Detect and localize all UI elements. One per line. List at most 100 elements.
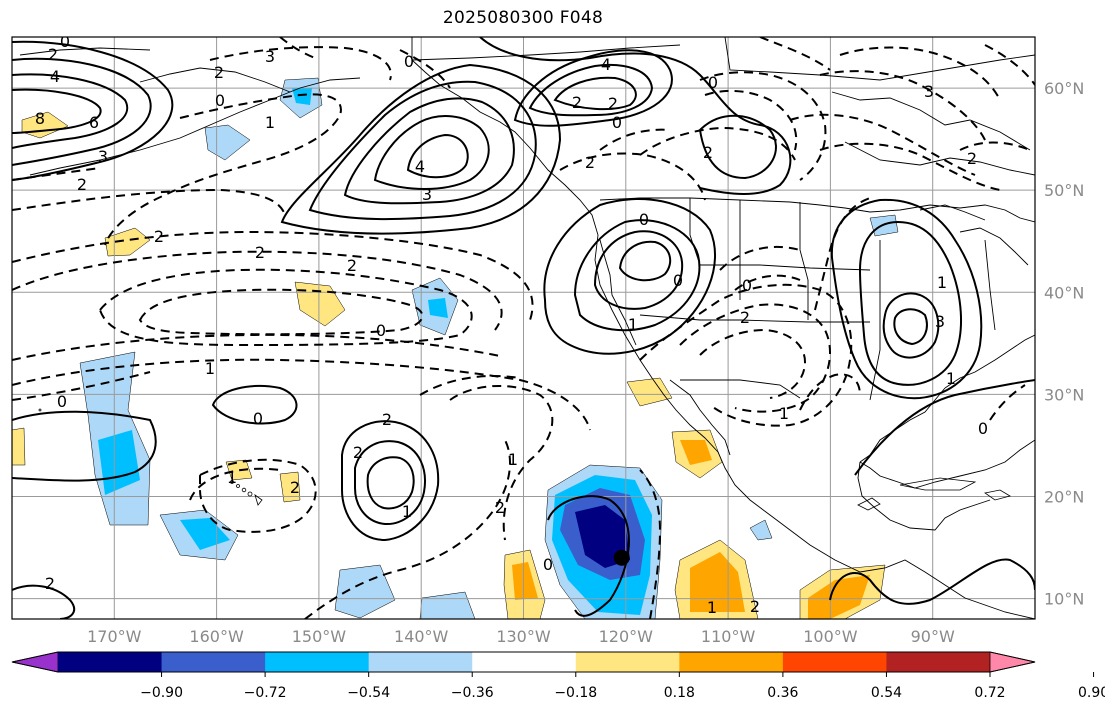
contour-label: 0 — [543, 555, 553, 574]
colorbar-extension-low — [11, 651, 59, 673]
latitude-tick-label: 50°N — [1044, 181, 1084, 200]
latitude-tick-label: 30°N — [1044, 385, 1084, 404]
colorbar-outline — [11, 651, 1036, 673]
contour-label: 2 — [382, 410, 392, 429]
contour-label: 0 — [673, 271, 683, 290]
contour-label: 4 — [601, 55, 611, 74]
contour-label: 0 — [404, 52, 414, 71]
positive-anomaly-area — [294, 281, 346, 327]
longitude-tick-label: 90°W — [911, 627, 955, 646]
contour-label: 3 — [265, 47, 275, 66]
contour-label: 0 — [215, 91, 225, 110]
contour-label: 1 — [937, 273, 947, 292]
latitude-tick-labels: 60°N 50°N 40°N 30°N 20°N 10°N — [1044, 79, 1084, 609]
contour-label: 2 — [585, 153, 595, 172]
contour-label: 2 — [353, 443, 363, 462]
contour-label: 2 — [750, 597, 760, 616]
contour-label: 1 — [628, 315, 638, 334]
contour-label: 1 — [205, 359, 215, 378]
colorbar-tick-label: −0.36 — [451, 685, 494, 701]
contour-label: 6 — [89, 113, 99, 132]
contour-label: 0 — [978, 419, 988, 438]
longitude-tick-label: 120°W — [599, 627, 654, 646]
contour-label: 2 — [608, 94, 618, 113]
contour-label: 2 — [77, 175, 87, 194]
longitude-tick-label: 170°W — [87, 627, 142, 646]
contour-label: 1 — [707, 598, 717, 617]
positive-anomaly-area — [680, 440, 712, 465]
contour-label: 0 — [742, 276, 752, 295]
positive-anomaly-area — [512, 562, 538, 600]
longitude-tick-label: 160°W — [189, 627, 244, 646]
contour-label: 3 — [935, 312, 945, 331]
location-marker — [613, 549, 630, 566]
contour-label: 1 — [402, 502, 412, 521]
colorbar-segment — [886, 652, 991, 672]
contour-label: 3 — [422, 185, 432, 204]
colorbar-tick-label: −0.72 — [244, 685, 287, 701]
colorbar-segment — [368, 652, 473, 672]
latitude-tick-label: 10°N — [1044, 590, 1084, 609]
colorbar-tick-label: 0.18 — [664, 685, 695, 701]
contour-label: 2 — [967, 149, 977, 168]
negative-anomaly-area — [204, 124, 251, 161]
graticule — [12, 37, 1035, 619]
contour-label: 2 — [740, 308, 750, 327]
contour-label: 3 — [98, 147, 108, 166]
contour-label: 1 — [508, 450, 518, 469]
colorbar-tick-label: −0.90 — [140, 685, 183, 701]
colorbar-segment — [782, 652, 887, 672]
latitude-tick-label: 20°N — [1044, 487, 1084, 506]
longitude-tick-label: 130°W — [496, 627, 551, 646]
colorbar-tick-label: 0.72 — [974, 685, 1005, 701]
colorbar-segment — [265, 652, 370, 672]
positive-anomaly-area — [808, 575, 870, 619]
latitude-tick-label: 40°N — [1044, 283, 1084, 302]
colorbar-extension-high — [989, 651, 1036, 673]
contour-label: 1 — [265, 113, 275, 132]
colorbar — [11, 651, 1036, 673]
shading-layer — [12, 77, 899, 619]
positive-anomaly-area — [626, 377, 673, 407]
contour-label: 2 — [154, 227, 164, 246]
negative-anomaly-area — [292, 88, 312, 105]
contour-label: 2 — [703, 143, 713, 162]
contour-label: 2 — [255, 243, 265, 262]
longitude-tick-label: 100°W — [803, 627, 858, 646]
contour-lines — [12, 37, 1035, 619]
longitude-tick-labels: 170°W 160°W 150°W 140°W 130°W 120°W 110°W 100°W… — [87, 627, 955, 646]
contour-label: 2 — [495, 498, 505, 517]
negative-anomaly-area — [428, 298, 448, 318]
contour-label: 0 — [612, 113, 622, 132]
contour-label: 0 — [708, 73, 718, 92]
islands — [38, 408, 1012, 511]
dashed-contour-lines — [12, 37, 1035, 619]
positive-anomaly-area — [225, 459, 253, 481]
colorbar-tick-label: −0.18 — [554, 685, 597, 701]
colorbar-tick-label: 0.90 — [1078, 685, 1105, 701]
contour-label: 4 — [415, 157, 425, 176]
positive-anomaly-area — [279, 471, 301, 503]
positive-anomaly-area — [690, 552, 745, 612]
contour-label: 0 — [639, 210, 649, 229]
colorbar-segment — [575, 652, 680, 672]
positive-anomaly-area — [104, 227, 151, 257]
contour-label: 0 — [60, 32, 70, 51]
contour-label: 8 — [35, 109, 45, 128]
colorbar-segment — [161, 652, 266, 672]
plot-frame — [11, 36, 1036, 620]
contour-label: 3 — [924, 82, 934, 101]
longitude-tick-label: 140°W — [394, 627, 449, 646]
contour-label: 0 — [57, 392, 67, 411]
negative-anomaly-area — [334, 564, 396, 619]
negative-anomaly-area — [180, 518, 230, 550]
contour-label: 1 — [227, 468, 237, 487]
contour-label: 2 — [347, 256, 357, 275]
colorbar-tick-label: 0.36 — [767, 685, 798, 701]
contour-label: 0 — [376, 321, 386, 340]
contour-label: 4 — [50, 67, 60, 86]
colorbar-segment — [472, 652, 577, 672]
contour-label: 2 — [214, 63, 224, 82]
